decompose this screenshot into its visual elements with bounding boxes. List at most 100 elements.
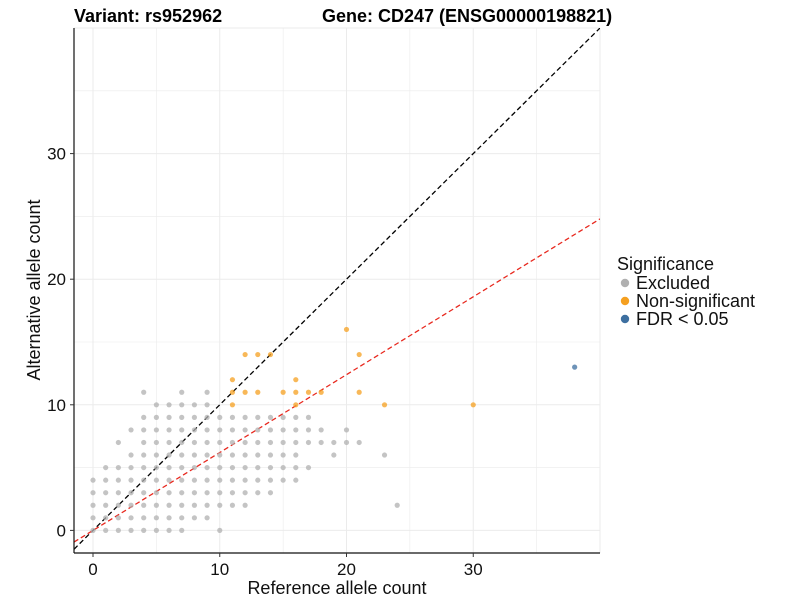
data-point-excluded bbox=[115, 439, 121, 446]
data-point-excluded bbox=[217, 464, 223, 471]
data-point-excluded bbox=[90, 477, 96, 483]
legend-key-fdr-0-05 bbox=[620, 314, 630, 324]
data-point-excluded bbox=[153, 527, 159, 533]
grid bbox=[74, 27, 601, 553]
data-point-excluded bbox=[166, 490, 172, 496]
data-point-excluded bbox=[229, 464, 236, 471]
y-tick-label: 0 bbox=[57, 521, 66, 540]
data-point-excluded bbox=[191, 402, 198, 408]
data-point-excluded bbox=[103, 490, 109, 496]
data-point-excluded bbox=[141, 464, 147, 471]
data-point-excluded bbox=[255, 414, 261, 420]
data-point-excluded bbox=[242, 427, 248, 433]
data-point-excluded bbox=[166, 402, 172, 408]
data-point-excluded bbox=[166, 414, 172, 420]
data-point-excluded bbox=[153, 427, 159, 433]
data-point-excluded bbox=[229, 439, 236, 446]
data-point-excluded bbox=[204, 477, 210, 483]
legend: Significance ExcludedNon-significantFDR … bbox=[617, 254, 755, 329]
data-point-excluded bbox=[115, 464, 121, 471]
data-point-excluded bbox=[179, 452, 185, 458]
data-point-excluded bbox=[103, 464, 109, 471]
data-point-excluded bbox=[153, 502, 159, 508]
data-point-excluded bbox=[103, 477, 109, 483]
data-point-excluded bbox=[179, 515, 185, 521]
data-point-excluded bbox=[90, 527, 96, 533]
data-point-excluded bbox=[191, 427, 198, 433]
data-point-excluded bbox=[115, 477, 121, 483]
data-point-excluded bbox=[141, 452, 147, 458]
data-point-non-significant bbox=[356, 351, 362, 358]
data-point-excluded bbox=[153, 464, 159, 471]
data-point-excluded bbox=[293, 427, 299, 433]
data-point-excluded bbox=[128, 477, 134, 483]
data-point-excluded bbox=[153, 452, 159, 458]
data-point-excluded bbox=[204, 515, 210, 521]
data-point-excluded bbox=[204, 389, 210, 395]
data-point-excluded bbox=[204, 427, 210, 433]
data-point-excluded bbox=[204, 490, 210, 496]
data-point-excluded bbox=[242, 490, 248, 496]
data-point-excluded bbox=[267, 490, 274, 496]
x-tick-label: 10 bbox=[210, 560, 229, 579]
data-point-excluded bbox=[229, 490, 236, 496]
data-point-excluded bbox=[293, 464, 299, 471]
data-point-excluded bbox=[115, 502, 121, 508]
data-point-excluded bbox=[166, 439, 172, 446]
data-point-excluded bbox=[179, 389, 185, 395]
data-point-excluded bbox=[318, 427, 324, 433]
axis-ticks: 0 10 20 30 0 10 20 30 bbox=[47, 145, 483, 579]
data-point-excluded bbox=[166, 502, 172, 508]
x-tick-label: 30 bbox=[464, 560, 483, 579]
data-point-non-significant bbox=[242, 351, 248, 358]
data-point-non-significant bbox=[267, 351, 274, 358]
data-point-excluded bbox=[191, 490, 198, 496]
data-point-excluded bbox=[128, 452, 134, 458]
data-point-excluded bbox=[141, 439, 147, 446]
data-point-excluded bbox=[115, 527, 121, 533]
data-point-excluded bbox=[191, 439, 198, 446]
reference-lines bbox=[74, 28, 600, 550]
data-point-non-significant bbox=[229, 389, 236, 395]
data-point-excluded bbox=[166, 527, 172, 533]
data-point-excluded bbox=[141, 389, 147, 395]
y-axis-title: Alternative allele count bbox=[24, 199, 44, 380]
data-point-excluded bbox=[293, 477, 299, 483]
data-point-non-significant bbox=[293, 377, 299, 383]
data-point-excluded bbox=[280, 477, 286, 483]
chart-title-variant: Variant: rs952962 bbox=[74, 6, 222, 26]
data-point-excluded bbox=[305, 439, 312, 446]
data-point-excluded bbox=[141, 427, 147, 433]
x-tick-label: 0 bbox=[88, 560, 97, 579]
data-point-non-significant bbox=[343, 326, 350, 333]
legend-label: FDR < 0.05 bbox=[636, 309, 729, 329]
data-point-excluded bbox=[103, 502, 109, 508]
data-point-excluded bbox=[191, 515, 198, 521]
data-point-excluded bbox=[381, 452, 388, 458]
data-point-excluded bbox=[229, 427, 236, 433]
data-point-excluded bbox=[166, 464, 172, 471]
data-point-excluded bbox=[255, 464, 261, 471]
data-point-excluded bbox=[153, 414, 159, 420]
data-point-excluded bbox=[179, 414, 185, 420]
legend-key-excluded bbox=[620, 278, 630, 288]
data-point-excluded bbox=[128, 490, 134, 496]
data-point-excluded bbox=[293, 452, 299, 458]
data-point-excluded bbox=[280, 452, 286, 458]
legend-label: Non-significant bbox=[636, 291, 755, 311]
data-point-excluded bbox=[179, 427, 185, 433]
data-point-excluded bbox=[179, 402, 185, 408]
data-point-excluded bbox=[242, 414, 248, 420]
data-point-excluded bbox=[267, 477, 274, 483]
data-point-excluded bbox=[229, 452, 236, 458]
data-point-excluded bbox=[217, 477, 223, 483]
data-point-non-significant bbox=[356, 389, 362, 395]
data-point-excluded bbox=[153, 477, 159, 483]
data-point-excluded bbox=[305, 414, 312, 420]
data-point-excluded bbox=[179, 502, 185, 508]
data-point-excluded bbox=[305, 464, 312, 471]
data-point-excluded bbox=[255, 490, 261, 496]
data-point-non-significant bbox=[293, 389, 299, 395]
